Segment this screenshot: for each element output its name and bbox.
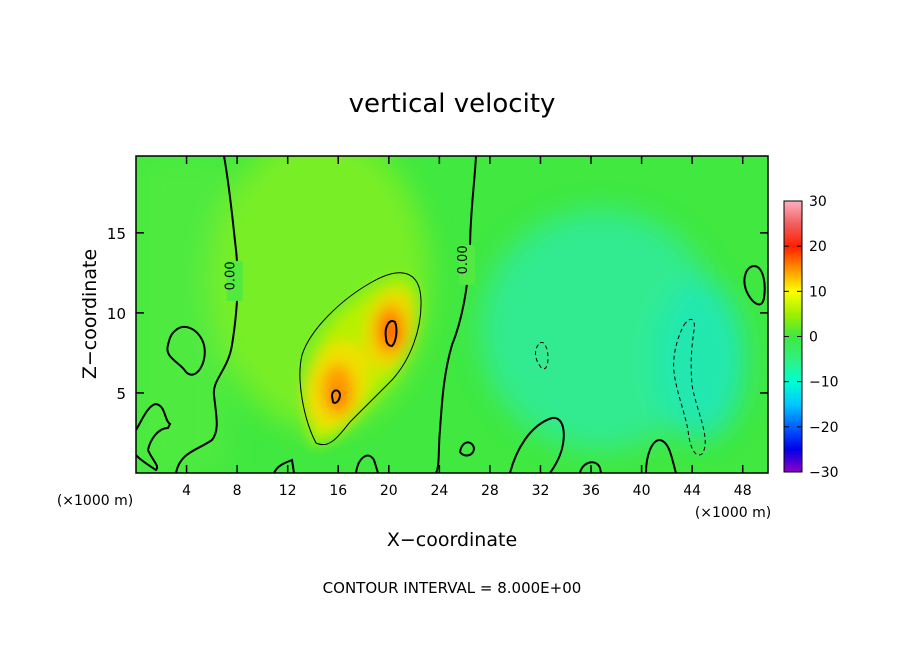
contour-positive-8 [299, 272, 422, 446]
contour-label-bg [459, 244, 476, 285]
x-tick-label: 16 [329, 483, 347, 499]
x-tick-label: 12 [279, 483, 297, 499]
colorbar-tick-label: 30 [809, 194, 827, 210]
chart-title: vertical velocity [349, 89, 556, 119]
contour-zero-bottom-a [509, 416, 565, 473]
contour-label-bg [226, 260, 243, 301]
contour-zero-corner [136, 402, 172, 472]
colorbar-tick-label: −10 [809, 375, 839, 391]
contour-positive-24-upper [384, 320, 398, 348]
x-unit-label: (×1000 m) [695, 505, 771, 521]
x-tick-label: 40 [633, 483, 651, 499]
contour-interval-note: CONTOUR INTERVAL = 8.000E+00 [323, 579, 582, 597]
colorbar-tick-label: 10 [809, 284, 827, 300]
colorbar-tick-label: 0 [809, 330, 818, 346]
x-tick-label: 4 [182, 483, 191, 499]
colorbar-tick-label: 20 [809, 239, 827, 255]
contour-label: 0.00 [224, 261, 239, 290]
y-axis: 5 10 15 [107, 225, 768, 403]
contour-zero-bottom-c [579, 461, 602, 473]
heatmap-field: 0.00 0.00 [136, 156, 768, 473]
colorbar-ticks: 30 20 10 0 −10 −20 −30 [784, 194, 839, 481]
x-axis: 4 8 12 16 20 24 28 32 36 40 44 48 [182, 156, 752, 499]
y-tick-label: 5 [116, 385, 126, 403]
y-tick-label: 15 [107, 225, 126, 243]
x-tick-label: 28 [481, 483, 499, 499]
x-tick-label: 24 [430, 483, 448, 499]
z-unit-label: (×1000 m) [57, 493, 133, 509]
colorbar-tick-label: −30 [809, 465, 839, 481]
x-tick-label: 20 [380, 483, 398, 499]
field-left-band [136, 156, 226, 473]
contour-zero-bottom-d [355, 454, 379, 473]
field-cool-core [655, 280, 745, 440]
x-tick-label: 48 [734, 483, 752, 499]
plot-frame [135, 155, 769, 474]
y-axis-label: Z−coordinate [79, 249, 101, 379]
y-tick-label: 10 [107, 305, 126, 323]
x-tick-label: 32 [532, 483, 550, 499]
x-tick-label: 36 [582, 483, 600, 499]
contour-negative-a [535, 341, 549, 370]
contour-zero-small [458, 441, 476, 457]
contour-zero-right-edge [743, 264, 766, 306]
contour-negative-b [673, 318, 706, 456]
contour-positive-24-lower [330, 389, 342, 404]
contour-zero-blob-left [166, 325, 206, 376]
colorbar-tick-label: −20 [809, 420, 839, 436]
x-axis-label: X−coordinate [387, 529, 517, 551]
contour-zero-bottom-b [645, 438, 677, 473]
x-tick-label: 44 [683, 483, 701, 499]
x-tick-label: 8 [233, 483, 242, 499]
contour-label: 0.00 [456, 245, 471, 274]
contour-zero-left [175, 156, 239, 473]
contour-zero-bottom-e [273, 458, 295, 473]
contour-zero-middle [435, 156, 477, 473]
